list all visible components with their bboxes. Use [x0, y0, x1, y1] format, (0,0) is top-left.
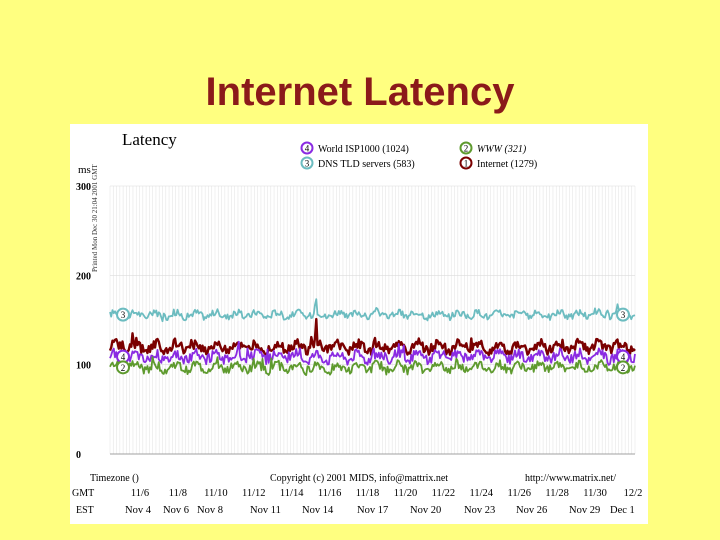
legend-item-3: 3 DNS TLD servers (583): [300, 156, 415, 170]
legend: 4 World ISP1000 (1024) 3 DNS TLD servers (5…: [300, 141, 537, 170]
series-line-4: [109, 340, 636, 366]
est-tick-label: Nov 26: [516, 505, 547, 516]
end-label-right-3: 3: [616, 307, 630, 322]
gmt-tick-label: 11/6: [131, 488, 149, 499]
source-url-label: http://www.matrix.net/: [525, 473, 616, 484]
latency-chart: Latency ms Printed Mon Dec 30 21:04 2001…: [72, 130, 642, 516]
legend-label: WWW (321): [477, 144, 527, 155]
est-tick-label: Nov 4: [125, 505, 152, 516]
gmt-tick-label: 11/12: [242, 488, 266, 499]
legend-key: 4: [305, 144, 310, 154]
est-tick-label: Nov 11: [250, 505, 281, 516]
est-tick-label: Nov 29: [569, 505, 600, 516]
legend-item-4: 4 World ISP1000 (1024): [300, 141, 409, 155]
y-tick-label: 100: [76, 361, 91, 372]
y-axis-ticks: 300 200 100 0: [76, 182, 91, 461]
gmt-tick-label: 11/26: [507, 488, 531, 499]
end-label-circle: [116, 307, 130, 322]
series-lines: [108, 298, 636, 377]
gmt-tick-label: 11/30: [583, 488, 607, 499]
latency-chart-panel: Latency ms Printed Mon Dec 30 21:04 2001…: [70, 124, 648, 524]
gmt-tick-label: 11/24: [470, 488, 494, 499]
gmt-tick-label: 12/2: [624, 488, 643, 499]
gmt-tick-label: 11/14: [280, 488, 304, 499]
legend-key: 3: [305, 159, 310, 169]
est-tick-label: Nov 14: [302, 505, 334, 516]
est-tick-label: Nov 8: [197, 505, 223, 516]
legend-marker: [459, 156, 473, 170]
timezone-label: Timezone (): [90, 473, 139, 484]
series-line-3: [109, 298, 636, 323]
y-tick-label: 0: [76, 450, 81, 461]
end-label-text: 4: [621, 352, 626, 362]
legend-marker: [300, 156, 314, 170]
end-label-text: 2: [621, 363, 626, 373]
grid-lines: [109, 185, 636, 455]
est-tick-label: Dec 1: [610, 505, 635, 516]
legend-key: 1: [464, 159, 469, 169]
est-date-ticks: Nov 4 Nov 6 Nov 8 Nov 11 Nov 14 Nov 17 Nov 20 N…: [125, 505, 635, 516]
copyright-label: Copyright (c) 2001 MIDS, info@mattrix.ne…: [270, 473, 448, 484]
end-label-text: 3: [121, 310, 126, 320]
end-label-left-2: 2: [116, 360, 130, 375]
gmt-tick-label: 11/22: [432, 488, 456, 499]
series-line-2: [109, 352, 636, 377]
end-label-right-2: 2: [616, 360, 630, 375]
est-row-label: EST: [76, 505, 94, 516]
legend-label: World ISP1000 (1024): [318, 144, 409, 155]
end-label-circle: [616, 307, 630, 322]
legend-label: DNS TLD servers (583): [318, 159, 415, 170]
gmt-row-label: GMT: [72, 488, 94, 499]
end-label-text: 2: [121, 363, 126, 373]
est-tick-label: Nov 17: [357, 505, 388, 516]
y-axis-unit: ms: [78, 164, 91, 176]
gmt-tick-label: 11/20: [394, 488, 418, 499]
legend-item-2: 2 WWW (321): [459, 141, 527, 155]
est-tick-label: Nov 6: [163, 505, 189, 516]
est-tick-label: Nov 23: [464, 505, 495, 516]
gmt-tick-label: 11/8: [169, 488, 187, 499]
gmt-tick-label: 11/18: [356, 488, 380, 499]
y-tick-label: 300: [76, 182, 91, 193]
legend-label: Internet (1279): [477, 159, 537, 170]
est-tick-label: Nov 20: [410, 505, 441, 516]
end-label-text: 3: [621, 310, 626, 320]
gmt-tick-label: 11/28: [545, 488, 569, 499]
printed-date-label: Printed Mon Dec 30 21:04 2001 GMT: [91, 164, 99, 272]
series-line-1: [108, 317, 636, 357]
gmt-date-ticks: 11/6 11/8 11/10 11/12 11/14 11/16 11/18 11/20 11…: [131, 488, 642, 499]
gmt-tick-label: 11/16: [318, 488, 342, 499]
chart-title: Latency: [122, 130, 177, 149]
end-label-circle: [616, 360, 630, 375]
legend-item-1: 1 Internet (1279): [459, 156, 537, 170]
end-label-circle: [116, 360, 130, 375]
slide-title: Internet Latency: [205, 70, 515, 114]
y-tick-label: 200: [76, 271, 91, 282]
end-label-left-3: 3: [116, 307, 130, 322]
end-label-text: 4: [121, 352, 126, 362]
legend-key: 2: [464, 144, 469, 154]
legend-marker: [459, 141, 473, 155]
gmt-tick-label: 11/10: [204, 488, 228, 499]
legend-marker: [300, 141, 314, 155]
